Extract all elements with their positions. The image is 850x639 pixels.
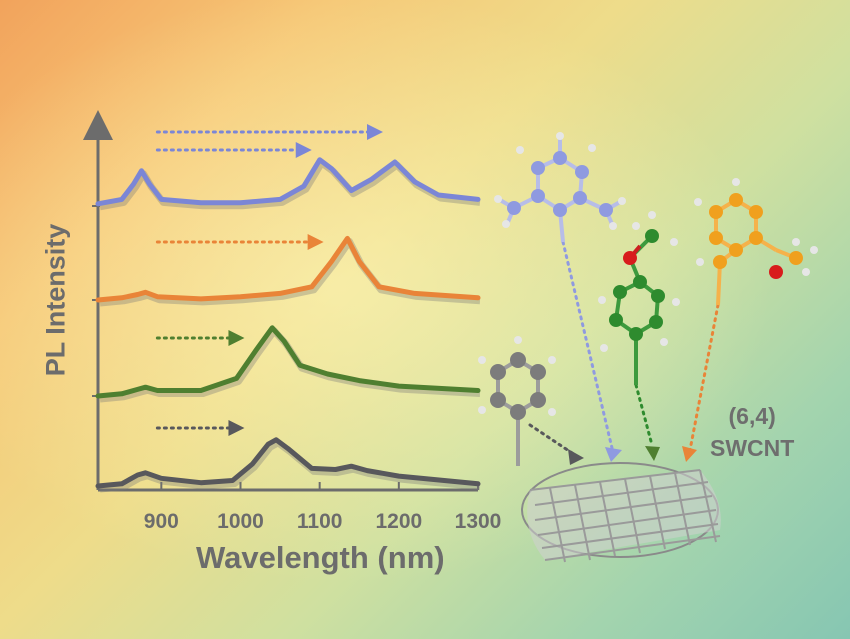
- x-tick-label: 1200: [375, 510, 423, 533]
- nanotube-type: SWCNT: [710, 435, 795, 461]
- x-tick-label: 1100: [296, 510, 343, 533]
- offset-arrows: [155, 124, 383, 436]
- series-layer: [95, 157, 481, 493]
- molecule-arrows: [528, 240, 720, 457]
- green-molecule: [598, 211, 680, 385]
- gray-molecule: [478, 336, 556, 466]
- series-line-3: [95, 437, 481, 489]
- series-shadow-2: [99, 327, 481, 403]
- orange-molecule: [694, 178, 818, 306]
- offset-arrow-head-3-0: [228, 420, 245, 436]
- offset-arrow-head-0-1: [295, 142, 312, 158]
- series-line-1: [95, 235, 481, 303]
- offset-arrow-head-0-0: [367, 124, 383, 140]
- series-line-0: [95, 157, 481, 207]
- nanotube-label: (6,4) SWCNT: [710, 400, 794, 464]
- series-line-2: [95, 325, 481, 399]
- molecule-arrowheads: [568, 446, 697, 465]
- x-tick-label: 900: [143, 510, 179, 533]
- x-tick-label: 1300: [454, 510, 502, 533]
- blue-molecule: [494, 132, 626, 243]
- nanotube-chirality: (6,4): [728, 403, 776, 429]
- x-axis-label: Wavelength (nm): [196, 540, 445, 575]
- offset-arrow-head-2-0: [228, 330, 245, 346]
- offset-arrow-head-1-0: [307, 234, 324, 250]
- x-tick-label: 1000: [217, 510, 264, 533]
- nanotube-lattice: [529, 469, 721, 563]
- nanotube-graphic: [521, 462, 721, 563]
